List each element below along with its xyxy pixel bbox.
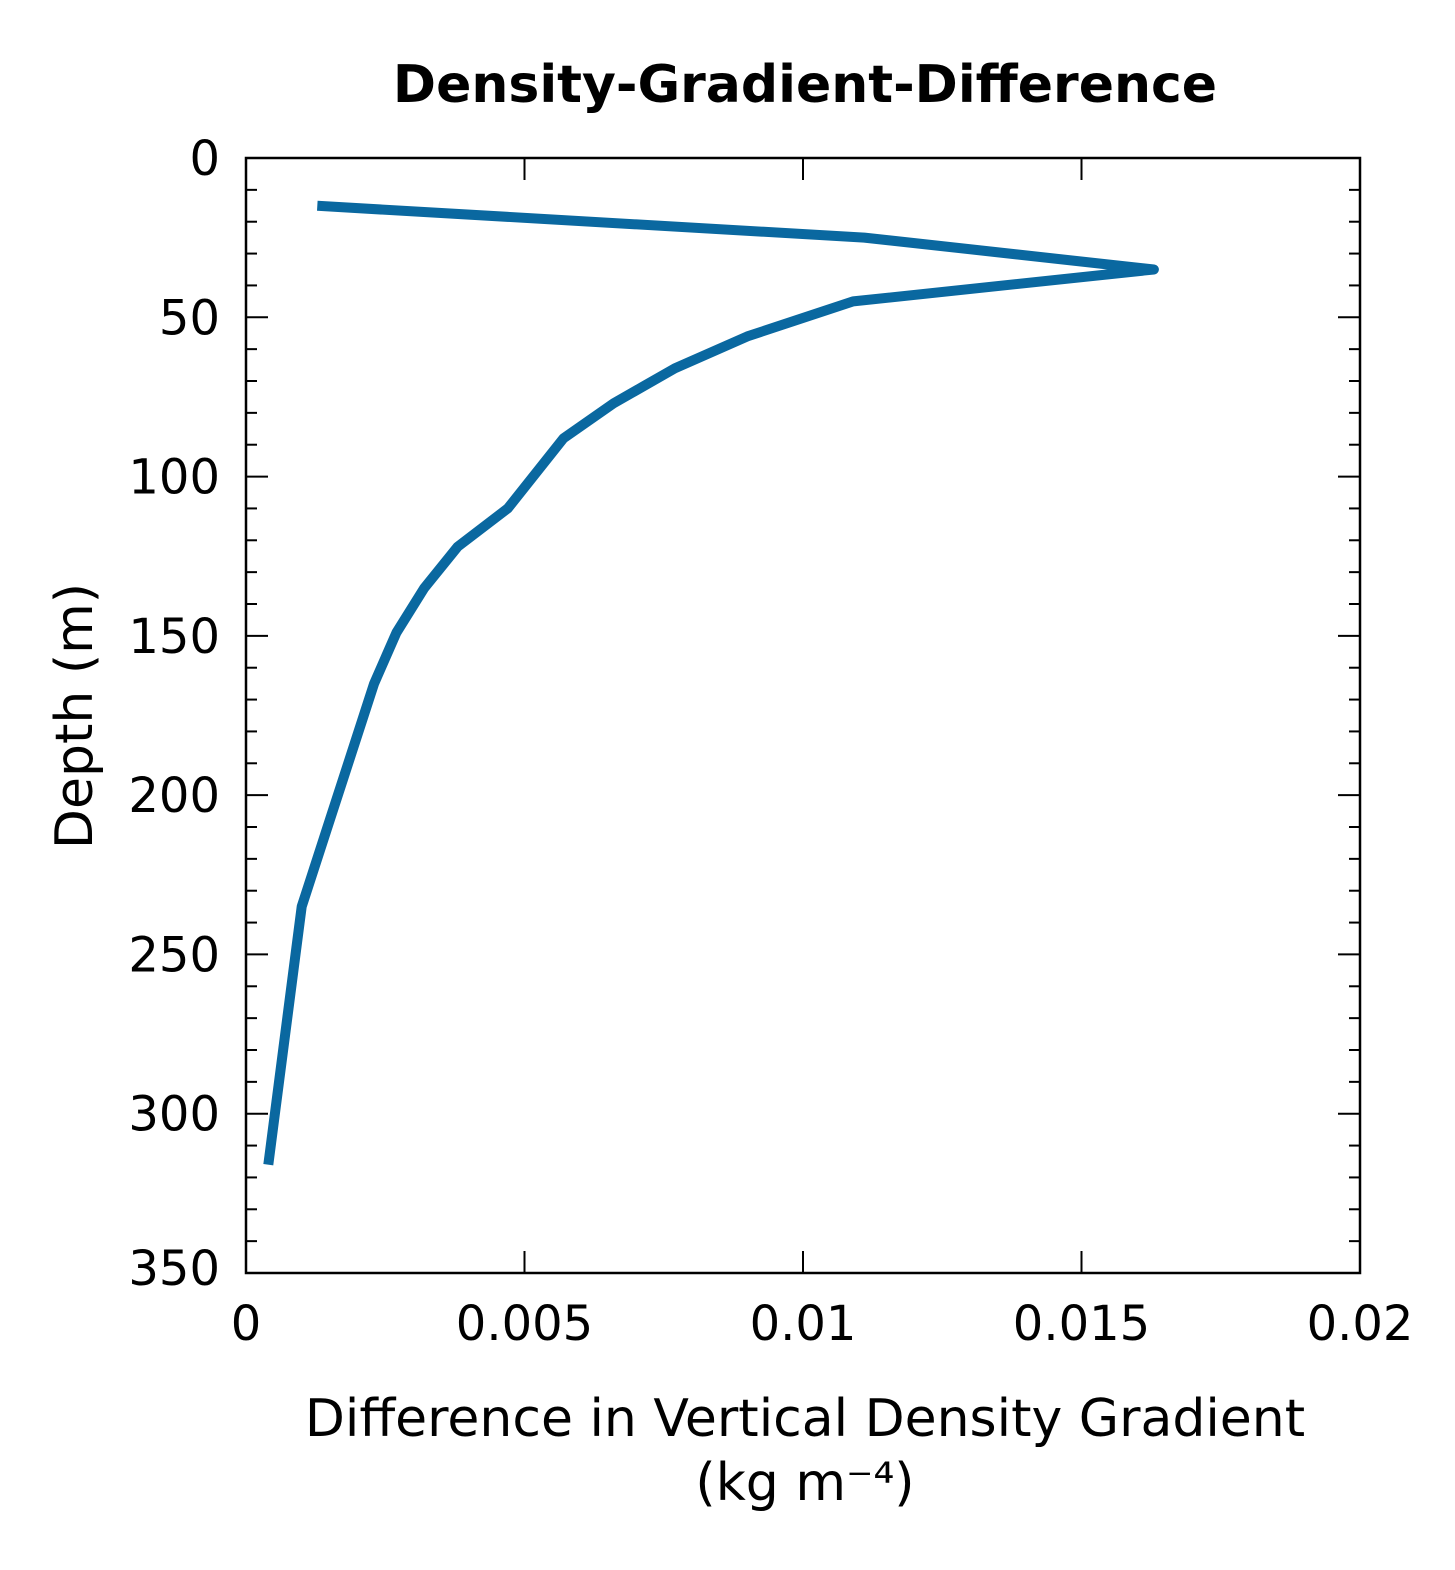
plot-frame — [244, 156, 1362, 1275]
y-tick-label: 150 — [128, 609, 220, 665]
y-tick-label: 300 — [128, 1087, 220, 1143]
y-tick-label: 100 — [128, 450, 220, 506]
x-tick-label: 0.005 — [456, 1296, 593, 1352]
y-tick-label: 0 — [189, 131, 220, 187]
y-tick-label: 350 — [128, 1241, 220, 1297]
x-tick-label: 0.01 — [750, 1296, 857, 1352]
chart-title: Density-Gradient-Difference — [393, 55, 1217, 115]
y-axis-title: Depth (m) — [45, 583, 105, 849]
x-tick-label: 0.015 — [1013, 1296, 1150, 1352]
x-tick-label: 0.02 — [1307, 1296, 1414, 1352]
x-axis-unit: (kg m⁻⁴) — [695, 1453, 914, 1513]
y-tick-label: 200 — [128, 768, 220, 824]
density-gradient-series-line — [263, 200, 1159, 1166]
y-tick-label: 50 — [159, 290, 220, 346]
y-tick-label: 250 — [128, 927, 220, 983]
axis-ticks — [245, 157, 1361, 1274]
x-axis-title: Difference in Vertical Density Gradient — [305, 1389, 1305, 1449]
x-tick-label: 0 — [231, 1296, 262, 1352]
